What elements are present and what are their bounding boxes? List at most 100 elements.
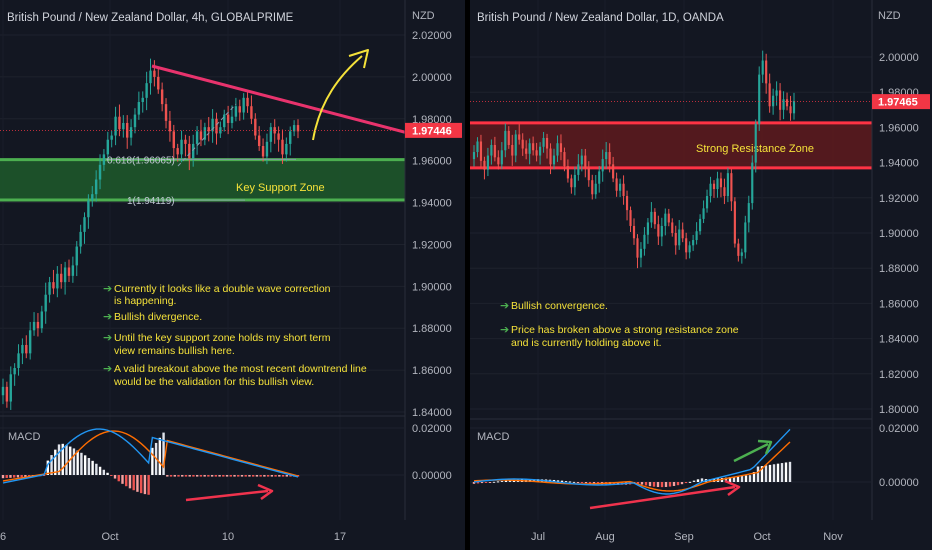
- note-bullet-icon: ➔: [500, 324, 509, 336]
- fib-618-label: 0.618(1.96065): [107, 155, 175, 166]
- macd-histogram-bar: [680, 482, 684, 485]
- macd-histogram-bar: [177, 475, 180, 477]
- candle-body: [5, 386, 9, 402]
- macd-histogram-bar: [121, 475, 124, 484]
- candle-body: [768, 83, 771, 107]
- candle-body: [667, 213, 670, 223]
- candle-body: [40, 311, 44, 329]
- macd-histogram-bar: [259, 475, 262, 477]
- macd-histogram-bar: [139, 475, 143, 494]
- macd-histogram-bar: [772, 464, 776, 482]
- candle-body: [277, 133, 280, 140]
- macd-histogram-bar: [580, 482, 584, 483]
- candle-body: [483, 160, 486, 170]
- downtrend-line[interactable]: [151, 64, 409, 135]
- macd-histogram-bar: [472, 482, 476, 484]
- candle-body: [184, 139, 187, 144]
- candle-body: [28, 330, 32, 354]
- candle-body: [273, 127, 276, 134]
- macd-histogram-bar: [263, 475, 266, 477]
- candle-body: [695, 231, 698, 241]
- candle-body: [587, 167, 590, 181]
- candle-body: [176, 148, 179, 155]
- candle-body: [129, 127, 133, 138]
- macd-histogram-bar: [117, 475, 120, 482]
- macd-histogram-bar: [207, 475, 210, 477]
- candle-body: [490, 145, 493, 156]
- macd-histogram-bar: [83, 455, 87, 475]
- candle-body: [269, 127, 273, 142]
- macd-histogram-bar: [732, 476, 736, 482]
- candle-body: [230, 116, 234, 123]
- macd-histogram-bar: [274, 475, 277, 477]
- macd-histogram-bar: [192, 475, 195, 477]
- macd-histogram-bar: [113, 475, 117, 479]
- macd-histogram-bar: [760, 466, 764, 482]
- macd-signal-line: [473, 441, 791, 492]
- macd-histogram-bar: [218, 475, 221, 477]
- x-tick-label: 6: [0, 531, 6, 543]
- candle-body: [238, 106, 241, 113]
- candle-body: [180, 139, 183, 155]
- candle-body: [775, 90, 778, 96]
- macd-histogram-bar: [652, 482, 656, 487]
- candle-body: [149, 70, 152, 84]
- candle-body: [528, 143, 531, 154]
- macd-histogram-bar: [476, 482, 480, 484]
- candle-body: [188, 143, 191, 159]
- macd-histogram-bar: [560, 480, 564, 482]
- macd-histogram-bar: [289, 475, 292, 477]
- candle-body: [612, 164, 615, 179]
- macd-histogram-bar: [780, 463, 784, 482]
- candle-body: [632, 225, 636, 239]
- candle-body: [598, 171, 601, 184]
- candle-body: [577, 164, 580, 175]
- right-chart-panel[interactable]: Strong Resistance Zone ➔ Bullish converg…: [470, 0, 932, 550]
- candle-body: [493, 145, 496, 158]
- right-note-1: Bullish convergence.: [511, 300, 608, 312]
- y-tick-label: 1.82000: [879, 369, 919, 381]
- macd-histogram-bar: [584, 482, 588, 484]
- candle-body: [500, 150, 503, 165]
- candle-body: [733, 201, 736, 244]
- candle-body: [570, 178, 573, 188]
- macd-tick-label: 0.00000: [879, 477, 919, 489]
- support-zone-label: Key Support Zone: [236, 182, 325, 194]
- macd-histogram-bar: [788, 461, 792, 482]
- macd-histogram-bar: [532, 479, 536, 482]
- candle-body: [292, 125, 296, 132]
- macd-histogram-bar: [76, 450, 79, 475]
- macd-histogram-bar: [248, 475, 251, 477]
- candle-body: [542, 137, 545, 147]
- candle-body: [521, 139, 524, 149]
- candle-body: [168, 120, 172, 132]
- candle-body: [254, 118, 257, 136]
- macd-histogram-bar: [496, 481, 500, 483]
- candle-body: [199, 131, 203, 140]
- macd-histogram-bar: [708, 479, 712, 482]
- candle-body: [605, 152, 608, 160]
- macd-histogram-bar: [728, 477, 732, 482]
- y-tick-label: 1.80000: [879, 404, 919, 416]
- candle-body: [219, 127, 222, 134]
- candle-body: [660, 225, 663, 237]
- candle-body: [122, 122, 125, 130]
- candle-body: [133, 114, 137, 128]
- y-tick-label: 1.84000: [412, 407, 452, 419]
- macd-histogram-bar: [504, 480, 508, 482]
- left-last-price-value: 1.97446: [412, 125, 452, 137]
- candle-body: [215, 118, 218, 134]
- candle-body: [257, 135, 261, 147]
- macd-histogram-bar: [106, 472, 109, 475]
- left-chart-panel[interactable]: 0.618(1.96065) 1(1.94119) Key Support Zo…: [0, 0, 465, 550]
- note-2: Bullish divergence.: [114, 311, 202, 323]
- candle-body: [75, 246, 78, 266]
- candle-body: [712, 183, 716, 189]
- y-tick-label: 1.98000: [412, 114, 452, 126]
- macd-convergence-high-arrow: [733, 442, 769, 463]
- candle-body: [740, 252, 743, 256]
- macd-histogram-bar: [195, 475, 199, 477]
- candle-body: [476, 141, 479, 153]
- right-panel-background: [470, 0, 932, 550]
- macd-histogram-bar: [57, 444, 61, 475]
